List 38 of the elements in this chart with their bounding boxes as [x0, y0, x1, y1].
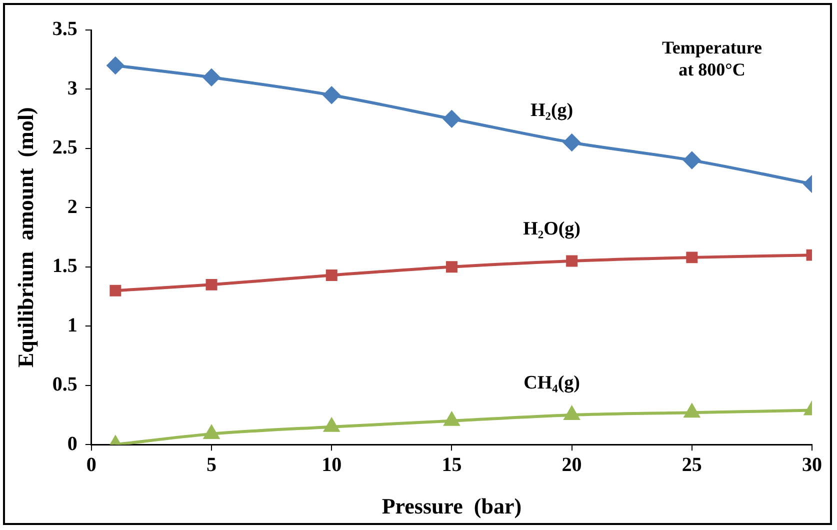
- point: [444, 412, 460, 426]
- point: [106, 57, 124, 74]
- x-tick-label: 15: [442, 454, 462, 476]
- x-tick-label: 5: [206, 454, 216, 476]
- point: [110, 284, 122, 296]
- point: [563, 134, 580, 152]
- point: [683, 152, 700, 169]
- x-tick-label: 30: [802, 454, 822, 476]
- y-tick-label: 3: [67, 77, 78, 100]
- series-label: H₂(g): [530, 100, 574, 121]
- point: [323, 86, 340, 104]
- point: [204, 425, 220, 439]
- point: [324, 418, 340, 432]
- point: [443, 110, 460, 128]
- annotation: Temperature at 800°C: [662, 38, 762, 80]
- y-tick-label: 2: [67, 196, 78, 218]
- point: [203, 68, 220, 86]
- x-tick-label: 0: [86, 454, 96, 476]
- point: [326, 269, 338, 281]
- point: [564, 406, 580, 420]
- series-label: H₂O(g): [523, 218, 581, 240]
- series-label: CH₄(g): [524, 372, 580, 394]
- x-tick-label: 10: [322, 454, 342, 476]
- y-tick-label: 2.5: [52, 136, 78, 159]
- y-tick-label: 1: [67, 314, 78, 336]
- y-tick-label: 0: [67, 432, 78, 455]
- y-tick-label: 1.5: [52, 255, 78, 278]
- y-axis-title: Equilibrium amount (mol): [12, 107, 38, 368]
- x-axis-title: Pressure (bar): [382, 493, 522, 518]
- x-tick-label: 20: [562, 454, 582, 476]
- point: [446, 261, 458, 273]
- point: [684, 404, 700, 418]
- y-tick-label: 0.5: [52, 374, 78, 396]
- point: [566, 255, 578, 267]
- point: [206, 278, 218, 290]
- y-tick-label: 3.5: [52, 18, 78, 40]
- x-tick-label: 25: [682, 454, 702, 476]
- point: [686, 252, 698, 264]
